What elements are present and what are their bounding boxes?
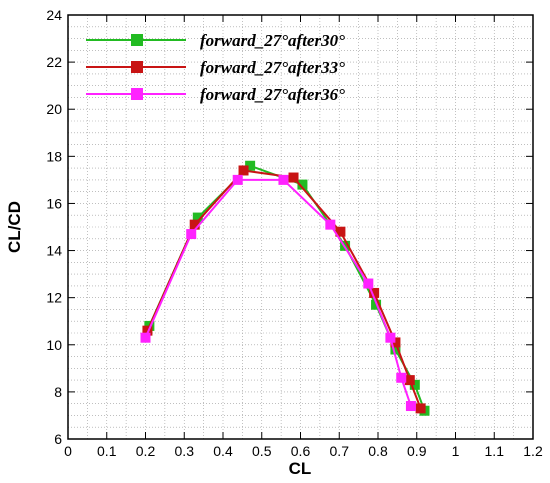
y-tick-label: 16 [46,195,62,211]
series-line [144,178,412,407]
legend-label: forward_27°after36° [200,85,345,104]
data-point-marker [325,219,336,230]
legend: forward_27°after30° forward_27°after33°fo… [86,31,345,104]
x-tick-label: 0.9 [407,443,427,459]
data-point-marker [189,219,200,230]
data-point-marker [245,160,256,171]
y-tick-label: 18 [46,148,62,164]
series-3 [140,174,416,412]
x-tick-label: 0.6 [291,443,311,459]
data-point-marker [335,226,346,237]
series-line [146,169,422,409]
legend-label: forward_27°after30° [200,31,345,50]
data-point-marker [297,179,308,190]
y-tick-label: 14 [46,243,62,259]
data-point-marker [363,278,374,289]
grid [68,15,533,439]
legend-label: forward_27°after33° [200,58,345,77]
data-point-marker [369,287,380,298]
data-point-marker [409,379,420,390]
x-tick-label: 0.4 [213,443,233,459]
data-point-marker [232,174,243,185]
y-tick-label: 10 [46,337,62,353]
y-axis-title: CL/CD [5,201,24,253]
legend-marker [131,88,143,100]
data-point-marker [192,212,203,223]
data-point-marker [186,229,197,240]
axis-ticks: 0 0.1 0.2 0.3 0.4 0.5 0.6 0.7 0.8 0.9 1 1.1 1.2 6 8 10 1… [46,7,543,459]
x-tick-label: 0.1 [97,443,117,459]
legend-marker [131,61,143,73]
legend-marker [131,34,143,46]
data-point-marker [396,372,407,383]
x-tick-label: 0.3 [175,443,195,459]
y-tick-label: 8 [54,384,62,400]
data-point-marker [238,165,249,176]
x-tick-label: 0.7 [330,443,350,459]
data-point-marker [390,337,401,348]
x-tick-label: 1.2 [523,443,543,459]
data-point-marker [404,375,415,386]
data-point-marker [390,344,401,355]
x-tick-label: 0 [64,443,72,459]
x-tick-label: 0.8 [368,443,388,459]
series-line [148,164,426,412]
data-point-marker [278,174,289,185]
y-tick-label: 24 [46,7,62,23]
x-tick-label: 1 [452,443,460,459]
x-tick-label: 1.1 [485,443,505,459]
data-point-marker [415,403,426,414]
series-layer [140,160,430,416]
series-2 [142,165,426,414]
data-point-marker [385,332,396,343]
data-point-marker [140,332,151,343]
data-point-marker [288,172,299,183]
x-axis-title: CL [289,459,312,478]
x-tick-label: 0.2 [136,443,156,459]
data-point-marker [142,325,153,336]
series-1 [144,160,430,416]
y-tick-label: 6 [54,431,62,447]
y-tick-label: 22 [46,54,62,70]
y-tick-label: 20 [46,101,62,117]
y-tick-label: 12 [46,290,62,306]
x-tick-label: 0.5 [252,443,272,459]
data-point-marker [405,401,416,412]
